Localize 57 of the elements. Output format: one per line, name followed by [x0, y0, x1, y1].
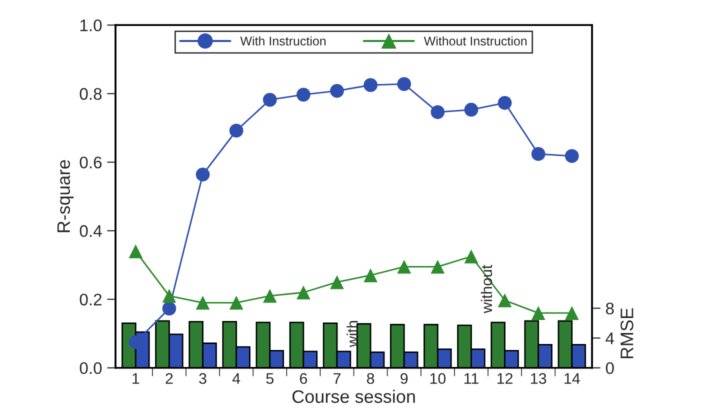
legend-label: With Instruction — [240, 36, 326, 46]
point — [196, 168, 210, 182]
annotation: without — [480, 264, 492, 314]
y-tick-label: 0.2 — [80, 294, 102, 306]
point — [564, 149, 579, 163]
x-tick-label: 4 — [232, 373, 240, 384]
x-tick-label: 10 — [430, 373, 446, 384]
point — [229, 296, 244, 310]
point — [397, 77, 412, 91]
y-tick-label: 0.0 — [80, 362, 102, 374]
y2-tick-label: 8 — [606, 302, 614, 314]
x-tick-label: 6 — [300, 373, 308, 384]
legend-label: Without Instruction — [424, 36, 527, 46]
x-tick-label: 9 — [400, 373, 408, 384]
point — [430, 260, 445, 274]
point — [262, 288, 277, 303]
point — [296, 88, 310, 102]
point — [531, 147, 546, 161]
point — [464, 102, 478, 117]
y-tick-label: 0.4 — [80, 225, 102, 237]
point — [498, 293, 512, 308]
point — [430, 105, 445, 120]
point — [330, 84, 344, 98]
x-axis-title: Course session — [292, 390, 415, 403]
point — [196, 296, 210, 310]
point — [464, 250, 478, 264]
point — [564, 306, 579, 320]
y2-tick-label: 0 — [606, 362, 614, 374]
point — [229, 124, 244, 138]
point — [296, 285, 310, 300]
y-tick-label: 0.8 — [80, 88, 102, 100]
point — [498, 96, 512, 110]
point — [397, 260, 412, 274]
x-tick-label: 13 — [531, 373, 546, 384]
point — [364, 268, 378, 282]
x-tick-label: 1 — [132, 373, 140, 384]
y-tick-label: 0.6 — [80, 156, 102, 168]
point — [128, 244, 143, 258]
y-axis-title: R-square — [57, 160, 74, 232]
point — [364, 78, 378, 92]
point — [162, 288, 176, 303]
annotation: with — [346, 320, 358, 348]
point — [162, 302, 176, 316]
x-tick-label: 8 — [366, 373, 374, 384]
x-tick-label: 5 — [266, 373, 274, 384]
x-tick-label: 14 — [564, 373, 580, 384]
x-tick-label: 2 — [166, 373, 173, 384]
point — [531, 306, 546, 320]
x-tick-label: 7 — [334, 373, 340, 384]
y-tick-label: 1.0 — [80, 19, 102, 32]
point — [262, 92, 277, 107]
x-tick-label: 3 — [199, 373, 206, 384]
x-tick-label: 12 — [497, 373, 513, 384]
point — [330, 275, 344, 290]
y2-tick-label: 4 — [606, 332, 614, 344]
y2-axis-title: RMSE — [620, 308, 634, 358]
x-tick-label: 11 — [464, 373, 478, 384]
